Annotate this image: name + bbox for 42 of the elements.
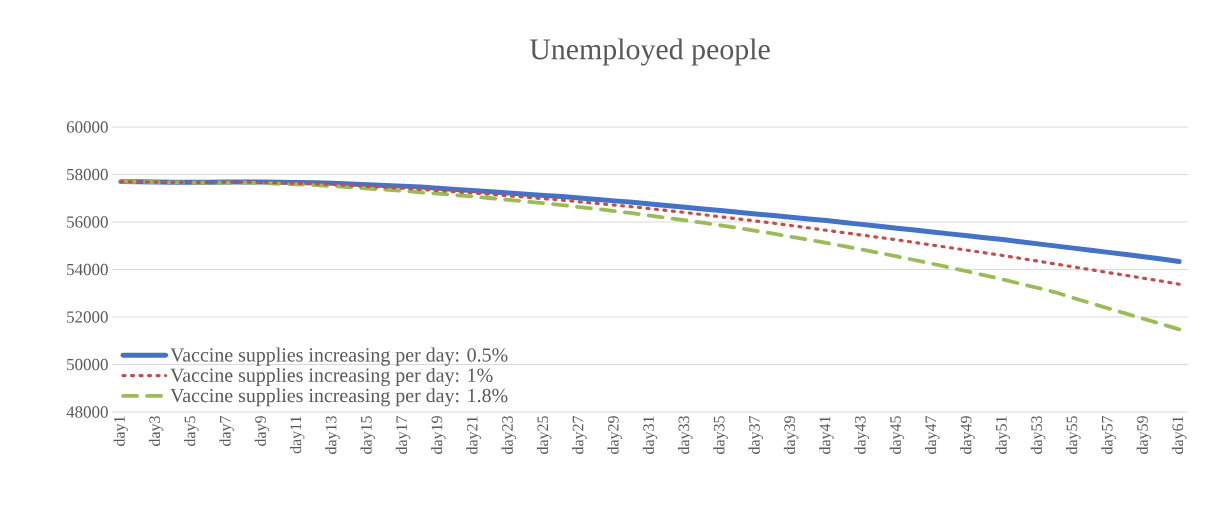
y-tick-label: 48000 — [66, 406, 108, 418]
x-tick-label: day23 — [501, 416, 517, 454]
x-tick-label: day25 — [536, 416, 552, 454]
x-tick-label: day49 — [960, 416, 975, 454]
y-tick-label: 52000 — [67, 311, 108, 323]
x-tick-label: day61 — [1171, 416, 1187, 454]
x-tick-label: day59 — [1136, 416, 1152, 454]
legend-label: Vaccine supplies increasing per day: 1.8% — [170, 388, 508, 407]
x-tick-label: day13 — [325, 416, 340, 454]
y-tick-label: 50000 — [67, 358, 108, 371]
x-tick-label: day41 — [819, 416, 834, 454]
x-tick-label: day15 — [360, 416, 376, 454]
legend-label: Vaccine supplies increasing per day: 0.5% — [170, 347, 508, 366]
y-tick-label: 58000 — [67, 168, 108, 181]
x-tick-label: day27 — [572, 415, 587, 454]
legend-label: Vaccine supplies increasing per day: 1% — [170, 367, 493, 387]
x-tick-label: day51 — [995, 416, 1011, 454]
x-tick-label: day39 — [783, 416, 799, 454]
x-tick-label: day1 — [113, 416, 129, 446]
chart-title: Unemployed people — [529, 38, 770, 66]
x-tick-label: day57 — [1101, 415, 1116, 454]
x-tick-label: day9 — [254, 416, 270, 446]
x-tick-label: day29 — [607, 416, 622, 454]
x-tick-label: day31 — [642, 416, 658, 454]
x-tick-label: day7 — [219, 415, 234, 446]
x-tick-label: day5 — [184, 416, 199, 446]
x-tick-label: day35 — [713, 416, 728, 454]
y-tick-label: 56000 — [67, 216, 108, 228]
y-tick-label: 54000 — [67, 263, 108, 276]
x-tick-label: day55 — [1066, 416, 1081, 454]
x-tick-label: day3 — [148, 416, 164, 446]
x-tick-label: day53 — [1030, 416, 1046, 454]
x-tick-label: day33 — [678, 416, 693, 454]
x-tick-label: day37 — [748, 415, 764, 454]
x-tick-label: day19 — [431, 416, 446, 454]
x-tick-label: day47 — [924, 415, 940, 454]
x-tick-label: day45 — [889, 416, 905, 454]
x-tick-label: day21 — [466, 416, 481, 454]
x-tick-label: day43 — [854, 416, 869, 454]
y-tick-label: 60000 — [66, 121, 108, 133]
x-tick-label: day17 — [395, 415, 411, 454]
x-tick-label: day11 — [289, 416, 305, 454]
